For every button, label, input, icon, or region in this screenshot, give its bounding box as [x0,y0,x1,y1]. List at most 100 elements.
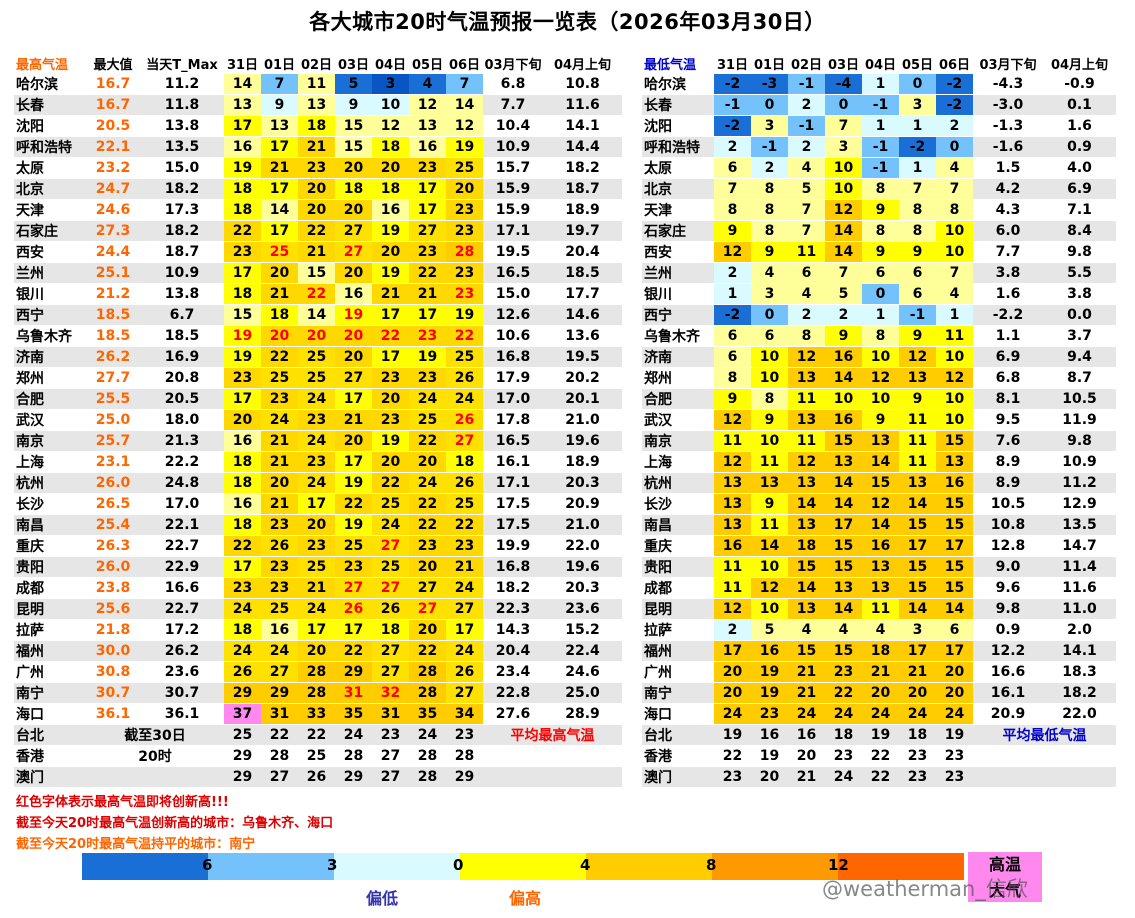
table-row: 郑州 27.7 20.8 23 25 25 27 23 23 26 17.9 20.2 [14,367,622,389]
today-max: 11.2 [140,73,224,95]
forecast-cell: 17 [261,220,298,242]
dekad-avg: 11.9 [1043,409,1116,431]
forecast-cell: 24 [714,703,751,725]
forecast-cell: 1 [862,115,899,137]
scale-label: 6 [202,856,213,874]
forecast-cell: 15 [899,556,936,578]
scale-segment [838,853,964,880]
dekad-avg: 10.8 [973,514,1043,536]
forecast-cell: 9 [751,409,788,431]
record-max: 18.5 [86,325,140,347]
today-max: 20.8 [140,367,224,389]
dekad-avg: 23.6 [543,598,622,620]
forecast-cell: 13 [825,451,862,473]
dekad-avg: 1.5 [973,157,1043,179]
dekad-avg: 12.9 [1043,493,1116,515]
forecast-cell: 11 [751,451,788,473]
forecast-cell: 13 [862,556,899,578]
forecast-cell: 11 [862,598,899,620]
forecast-cell: 1 [899,157,936,179]
forecast-cell: 2 [714,619,751,641]
forecast-cell: 21 [788,766,825,787]
column-header: 04日 [372,52,409,74]
forecast-cell: 13 [261,115,298,137]
forecast-cell: 4 [825,619,862,641]
forecast-cell: 19 [936,724,973,746]
today-max: 10.9 [140,262,224,284]
forecast-cell: 7 [936,262,973,284]
table-row: 昆明 12 10 13 14 11 14 14 9.8 11.0 [642,598,1116,620]
table-row: 杭州 13 13 13 14 15 13 16 8.9 11.2 [642,472,1116,494]
forecast-cell: 11 [788,241,825,263]
table-row: 长春 -1 0 2 0 -1 3 -2 -3.0 0.1 [642,94,1116,116]
forecast-cell: 18 [224,619,261,641]
min-temp-table: 最低气温 31日 01日 02日 03日 04日 05日 06日 03月下旬 04月上旬 哈尔滨 -2… [642,52,1116,787]
scale-segment [208,853,334,880]
forecast-cell: 22 [335,640,372,662]
forecast-cell: 23 [446,724,483,746]
forecast-cell: -2 [714,73,751,95]
forecast-cell: 23 [224,241,261,263]
forecast-cell: 27 [335,241,372,263]
forecast-cell: 20 [372,157,409,179]
table-row: 兰州 2 4 6 7 6 6 7 3.8 5.5 [642,262,1116,284]
dekad-avg: 1.6 [973,283,1043,305]
dekad-avg: 12.2 [973,640,1043,662]
forecast-cell: 11 [936,325,973,347]
table-row: 北京 7 8 5 10 8 7 7 4.2 6.9 [642,178,1116,200]
forecast-cell: 17 [714,640,751,662]
forecast-cell: 19 [224,325,261,347]
note-record-cities: 截至今天20时最高气温创新高的城市：乌鲁木齐、海口 [16,816,334,831]
dekad-avg: 12.8 [973,535,1043,557]
today-max: 17.3 [140,199,224,221]
forecast-cell: 17 [224,556,261,578]
city-name: 南京 [14,430,86,452]
forecast-cell: 13 [788,598,825,620]
record-max: 26.0 [86,556,140,578]
record-max: 30.0 [86,640,140,662]
forecast-cell: 25 [446,346,483,368]
dekad-avg: 8.1 [973,388,1043,410]
forecast-cell: 22 [825,682,862,704]
forecast-cell: 20 [298,640,335,662]
table-row: 重庆 16 14 18 15 16 17 17 12.8 14.7 [642,535,1116,557]
forecast-cell: 15 [936,430,973,452]
forecast-cell: 20 [714,661,751,683]
dekad-avg: 14.4 [543,136,622,158]
forecast-cell: 13 [224,94,261,116]
dekad-avg: 0.9 [973,619,1043,641]
forecast-cell: 23 [446,220,483,242]
scale-label: 3 [327,856,338,874]
forecast-cell: 23 [446,283,483,305]
city-name: 拉萨 [642,619,714,641]
dekad-avg: 14.7 [1043,535,1116,557]
forecast-cell: 20 [335,325,372,347]
forecast-cell: 1 [714,283,751,305]
forecast-cell: 14 [825,472,862,494]
forecast-cell: 12 [372,115,409,137]
forecast-cell: -1 [862,94,899,116]
forecast-cell: 7 [899,178,936,200]
forecast-cell: 23 [409,535,446,557]
forecast-cell: 0 [862,283,899,305]
forecast-cell: 21 [446,556,483,578]
forecast-cell: 20 [899,682,936,704]
forecast-cell: 8 [751,220,788,242]
table-row: 合肥 25.5 20.5 17 23 24 17 20 24 24 17.0 20.1 [14,388,622,410]
forecast-cell: 31 [261,703,298,725]
dekad-avg: 22.8 [483,682,543,704]
forecast-cell: 19 [409,346,446,368]
forecast-cell: 23 [335,556,372,578]
city-name: 天津 [642,199,714,221]
forecast-cell: 17 [298,493,335,515]
forecast-cell: 28 [409,745,446,767]
dekad-avg: 9.0 [973,556,1043,578]
forecast-cell: 0 [899,73,936,95]
dekad-avg: 18.2 [1043,682,1116,704]
forecast-cell: 9 [751,241,788,263]
forecast-cell: 20 [335,199,372,221]
record-max: 25.1 [86,262,140,284]
forecast-cell: 17 [446,619,483,641]
forecast-cell: 17 [224,115,261,137]
dekad-avg: 11.0 [1043,598,1116,620]
